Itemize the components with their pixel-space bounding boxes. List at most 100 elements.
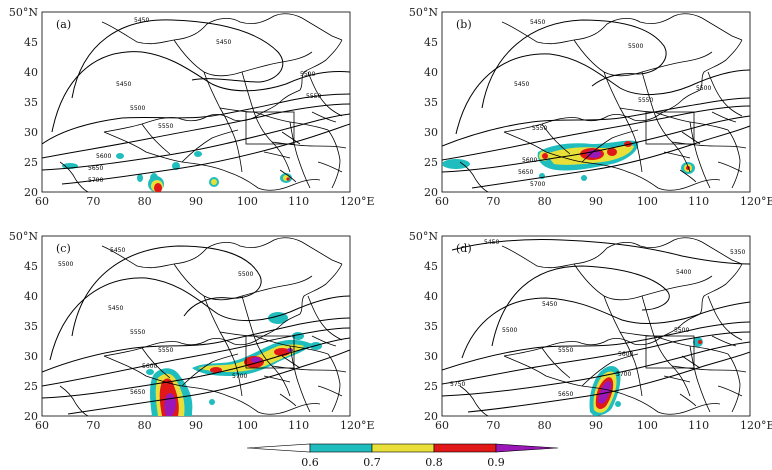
panel-c-contour-labels: 5450 5450 5500 5500 5550 5550 5600 5650 … [58, 247, 253, 396]
panel-b-contours [442, 19, 750, 189]
svg-text:5600: 5600 [96, 153, 111, 160]
x-tick-label: 60 [35, 195, 49, 208]
panel-d: 5450 5400 5350 5450 5500 5500 5550 5600 … [441, 235, 751, 417]
colorbar-label-07: 0.7 [363, 456, 381, 469]
x-tick-label: 120°E [740, 419, 772, 432]
svg-text:5650: 5650 [558, 391, 573, 398]
svg-text:5450: 5450 [514, 81, 529, 88]
y-tick-label: 40 [24, 290, 38, 303]
x-tick-label: 100 [637, 195, 658, 208]
panel-d-contour-labels: 5450 5400 5350 5450 5500 5500 5550 5600 … [450, 239, 745, 398]
svg-text:5500: 5500 [502, 327, 517, 334]
panel-d-contours [442, 238, 750, 413]
panel-b-contour-labels: 5450 5450 5500 5500 5550 5550 5600 5650 … [514, 19, 711, 188]
panel-a-shading [62, 151, 292, 192]
x-tick-label: 90 [189, 195, 203, 208]
x-tick-label: 70 [486, 419, 500, 432]
svg-text:5450: 5450 [216, 39, 231, 46]
svg-text:5500: 5500 [300, 71, 315, 78]
svg-text:5600: 5600 [522, 157, 537, 164]
y-tick-label: 25 [24, 156, 38, 169]
svg-text:5450: 5450 [542, 301, 557, 308]
svg-text:5500: 5500 [238, 271, 253, 278]
y-tick-label: 40 [424, 66, 438, 79]
x-tick-label: 80 [538, 419, 552, 432]
x-tick-label: 110 [288, 419, 309, 432]
svg-text:5750: 5750 [450, 381, 465, 388]
svg-text:5550: 5550 [558, 347, 573, 354]
svg-text:5550: 5550 [158, 123, 173, 130]
colorbar-label-08: 0.8 [425, 456, 443, 469]
y-tick-label: 20 [24, 186, 38, 199]
svg-text:5400: 5400 [676, 269, 691, 276]
y-tick-label: 35 [424, 320, 438, 333]
svg-text:5500: 5500 [674, 327, 689, 334]
panel-a: 5450 5450 5450 5500 5500 5550 5550 5600 … [41, 11, 351, 193]
y-tick-label: 50°N [9, 6, 38, 19]
colorbar-band-06 [309, 443, 373, 453]
x-tick-label: 80 [138, 419, 152, 432]
x-tick-label: 120°E [340, 195, 375, 208]
x-tick-label: 70 [86, 419, 100, 432]
x-tick-label: 80 [538, 195, 552, 208]
svg-text:5500: 5500 [58, 261, 73, 268]
x-tick-label: 60 [435, 195, 449, 208]
svg-text:5550: 5550 [158, 347, 173, 354]
y-tick-label: 45 [424, 260, 438, 273]
svg-text:5600: 5600 [618, 351, 633, 358]
svg-text:5700: 5700 [232, 373, 247, 380]
y-tick-label: 20 [24, 410, 38, 423]
svg-text:5500: 5500 [130, 105, 145, 112]
svg-text:5600: 5600 [142, 363, 157, 370]
y-tick-label: 50°N [409, 6, 438, 19]
y-tick-label: 45 [424, 36, 438, 49]
colorbar-label-06: 0.6 [301, 456, 319, 469]
y-tick-label: 20 [424, 186, 438, 199]
y-tick-label: 30 [24, 350, 38, 363]
panel-a-contour-labels: 5450 5450 5450 5500 5500 5550 5550 5600 … [88, 17, 321, 184]
svg-text:5650: 5650 [518, 169, 533, 176]
svg-text:5650: 5650 [130, 389, 145, 396]
panel-c-label: (c) [56, 242, 71, 255]
svg-text:5450: 5450 [116, 81, 131, 88]
svg-text:5450: 5450 [530, 19, 545, 26]
colorbar: 0.6 0.7 0.8 0.9 [246, 443, 559, 469]
colorbar-label-09: 0.9 [487, 456, 505, 469]
y-tick-label: 30 [24, 126, 38, 139]
y-tick-label: 50°N [409, 230, 438, 243]
x-tick-label: 100 [237, 419, 258, 432]
panel-b-label: (b) [456, 18, 472, 31]
x-tick-label: 70 [486, 195, 500, 208]
panel-d-label: (d) [456, 242, 472, 255]
x-tick-label: 70 [86, 195, 100, 208]
x-tick-label: 80 [138, 195, 152, 208]
x-tick-label: 60 [435, 419, 449, 432]
panel-a-frame [41, 11, 351, 193]
svg-text:5700: 5700 [530, 181, 545, 188]
x-tick-label: 120°E [340, 419, 375, 432]
y-tick-label: 30 [424, 126, 438, 139]
panel-b: 5450 5450 5500 5500 5550 5550 5600 5650 … [441, 11, 751, 193]
y-tick-label: 45 [24, 260, 38, 273]
panel-c-frame [41, 235, 351, 417]
y-tick-label: 25 [424, 380, 438, 393]
x-tick-label: 90 [589, 195, 603, 208]
x-tick-label: 110 [688, 419, 709, 432]
svg-text:5550: 5550 [638, 97, 653, 104]
y-tick-label: 25 [424, 156, 438, 169]
y-tick-label: 45 [24, 36, 38, 49]
svg-text:5450: 5450 [110, 247, 125, 254]
x-tick-label: 110 [288, 195, 309, 208]
y-tick-label: 30 [424, 350, 438, 363]
x-tick-label: 100 [637, 419, 658, 432]
svg-text:5450: 5450 [108, 305, 123, 312]
colorbar-high-triangle [495, 443, 559, 453]
x-tick-label: 90 [189, 419, 203, 432]
x-tick-label: 90 [589, 419, 603, 432]
colorbar-band-07 [371, 443, 435, 453]
y-tick-label: 50°N [9, 230, 38, 243]
y-tick-label: 35 [24, 96, 38, 109]
colorbar-band-08 [433, 443, 497, 453]
svg-text:5550: 5550 [130, 329, 145, 336]
